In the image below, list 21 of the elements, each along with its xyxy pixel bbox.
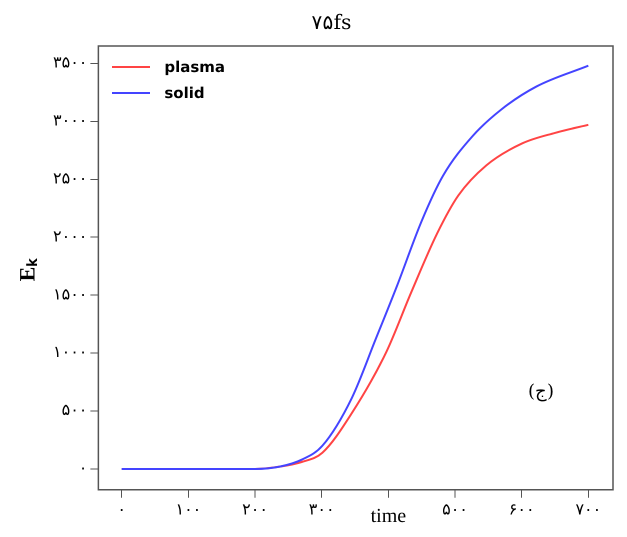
y-tick-label: ۲۰۰۰ xyxy=(53,226,88,246)
y-tick-label: ۱۵۰۰ xyxy=(53,284,88,304)
chart-title: ۷۵fs xyxy=(312,10,352,34)
x-tick-label: ۳۰۰ xyxy=(308,500,335,519)
x-tick-label: ۲۰۰ xyxy=(242,500,268,519)
x-tick-label: ۵۰۰ xyxy=(442,500,468,519)
x-axis-title: time xyxy=(370,505,406,528)
x-tick-label: ۱۰۰ xyxy=(175,500,202,519)
legend-label: solid xyxy=(164,84,205,102)
x-tick-label: ۶۰۰ xyxy=(508,500,535,519)
y-tick-label: ۳۵۰۰ xyxy=(53,52,88,72)
annotation: (ج) xyxy=(528,380,554,402)
y-tick-label: ۵۰۰ xyxy=(62,400,88,420)
y-axis-title: Eₖ xyxy=(13,258,40,282)
x-tick-label: ۷۰۰ xyxy=(575,500,602,519)
y-tick-label: ۰ xyxy=(78,458,88,478)
y-tick-label: ۳۰۰۰ xyxy=(53,110,88,130)
x-tick-label: ۰ xyxy=(117,500,126,519)
y-tick-label: ۲۵۰۰ xyxy=(53,168,88,188)
y-tick-label: ۱۰۰۰ xyxy=(53,342,88,362)
legend-label: plasma xyxy=(164,58,226,76)
